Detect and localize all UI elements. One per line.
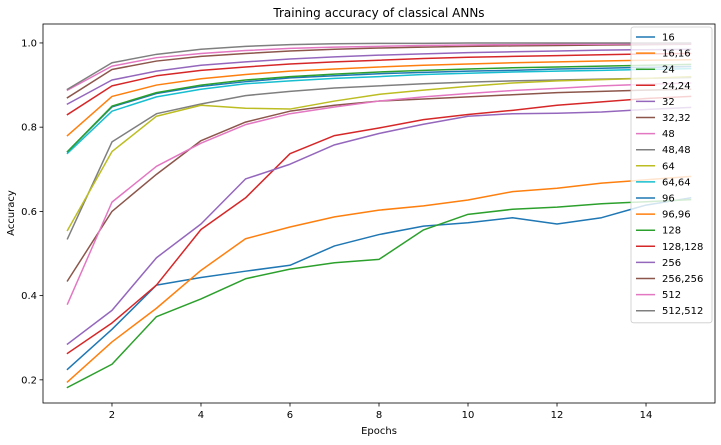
legend-label: 32,32 <box>662 113 691 124</box>
series-line-17 <box>66 42 692 91</box>
legend-label: 16 <box>662 33 675 44</box>
legend-label: 96 <box>662 194 675 205</box>
legend-label: 64 <box>662 161 675 172</box>
series-line-3 <box>66 95 692 355</box>
legend-label: 24 <box>662 65 675 76</box>
series-line-14 <box>66 48 692 106</box>
legend-label: 48,48 <box>662 145 691 156</box>
x-axis-label: Epochs <box>361 426 397 437</box>
y-tick-label: 0.4 <box>21 291 37 302</box>
legend-label: 64,64 <box>662 177 691 188</box>
x-tick-label: 14 <box>640 410 653 421</box>
x-tick-label: 12 <box>551 410 564 421</box>
x-tick-label: 4 <box>198 410 204 421</box>
y-tick-label: 1.0 <box>21 38 37 49</box>
y-axis-label: Accuracy <box>6 190 17 236</box>
chart-title: Training accuracy of classical ANNs <box>272 6 484 20</box>
series-line-12 <box>66 63 692 153</box>
series-line-10 <box>66 65 692 153</box>
legend-label: 256,256 <box>662 274 703 285</box>
x-axis-ticks: 2 4 6 8 10 12 14 <box>109 403 653 421</box>
legend-label: 512 <box>662 290 681 301</box>
series-line-13 <box>66 52 692 116</box>
legend-label: 256 <box>662 258 681 269</box>
legend-label: 24,24 <box>662 81 691 92</box>
series-line-9 <box>66 67 692 155</box>
y-axis-ticks: 0.2 0.4 0.6 0.8 1.0 <box>21 38 43 386</box>
series-line-15 <box>66 43 692 99</box>
series-line-0 <box>66 197 692 371</box>
series-line-4 <box>66 106 692 346</box>
legend-label: 512,512 <box>662 306 703 317</box>
series-line-8 <box>66 75 692 232</box>
y-tick-label: 0.2 <box>21 375 37 386</box>
x-tick-label: 8 <box>376 410 382 421</box>
legend-label: 128 <box>662 226 681 237</box>
legend-label: 96,96 <box>662 210 691 221</box>
legend-label: 48 <box>662 129 675 140</box>
series-line-16 <box>66 43 692 92</box>
series-line-6 <box>66 82 692 306</box>
legend-label: 16,16 <box>662 49 691 60</box>
series-line-11 <box>66 59 692 137</box>
legend-label: 32 <box>662 97 675 108</box>
legend-label: 128,128 <box>662 242 703 253</box>
series-line-2 <box>66 198 692 389</box>
series-line-1 <box>66 175 692 383</box>
x-tick-label: 6 <box>287 410 293 421</box>
y-tick-label: 0.6 <box>21 207 37 218</box>
series-line-5 <box>66 88 692 282</box>
series-lines <box>66 42 692 389</box>
x-tick-label: 10 <box>462 410 475 421</box>
x-tick-label: 2 <box>109 410 115 421</box>
legend: 16 16,16 24 24,24 32 32,32 48 48,48 64 64,64 96 96,… <box>630 26 713 324</box>
y-tick-label: 0.8 <box>21 123 37 134</box>
